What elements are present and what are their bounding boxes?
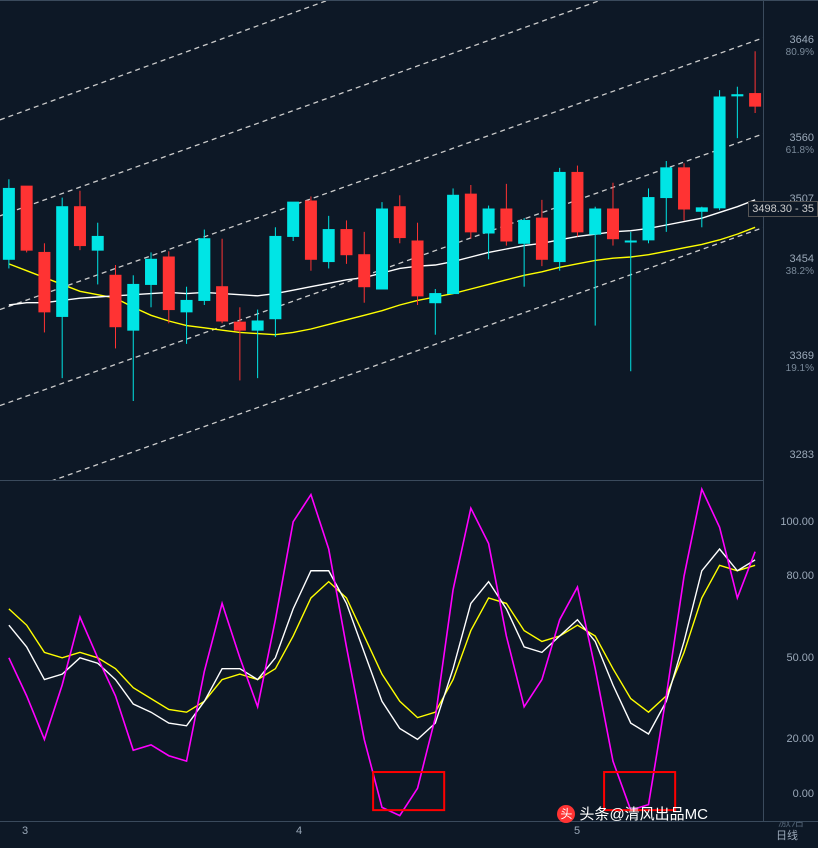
price-y-tick: 345438.2%	[786, 253, 814, 278]
indicator-panel[interactable]: 100.00 80.00 50.00 20.00 0.00	[0, 480, 818, 822]
chart-container: 364680.9%356061.8%3507345438.2%336919.1%…	[0, 0, 818, 848]
brand-handle: @清风出品MC	[609, 803, 708, 824]
price-y-tick: 3283	[790, 449, 814, 461]
price-y-tick: 364680.9%	[786, 34, 814, 59]
price-panel[interactable]: 364680.9%356061.8%3507345438.2%336919.1%…	[0, 0, 818, 481]
indicator-y-tick: 80.00	[786, 570, 814, 582]
indicator-y-tick: 50.00	[786, 652, 814, 664]
brand-prefix: 头条	[579, 803, 609, 824]
indicator-y-tick: 20.00	[786, 733, 814, 745]
x-axis-label: 3	[22, 825, 28, 837]
x-axis: 3 4 5	[0, 820, 818, 848]
indicator-y-axis: 100.00 80.00 50.00 20.00 0.00	[763, 481, 818, 821]
indicator-chart-svg	[0, 481, 764, 821]
indicator-y-tick: 100.00	[780, 516, 814, 528]
price-chart-svg	[0, 1, 764, 481]
indicator-y-tick: 0.00	[793, 788, 814, 800]
price-y-axis: 364680.9%356061.8%3507345438.2%336919.1%…	[763, 1, 818, 481]
x-axis-label: 5	[574, 825, 580, 837]
price-y-tick: 356061.8%	[786, 132, 814, 157]
x-axis-label: 4	[296, 825, 302, 837]
current-price-marker: 3498.30 - 35	[748, 201, 818, 217]
price-y-tick: 336919.1%	[786, 350, 814, 375]
brand-logo-icon: 头	[557, 805, 575, 823]
footer-brand: 头 头条 @清风出品MC	[557, 803, 708, 824]
